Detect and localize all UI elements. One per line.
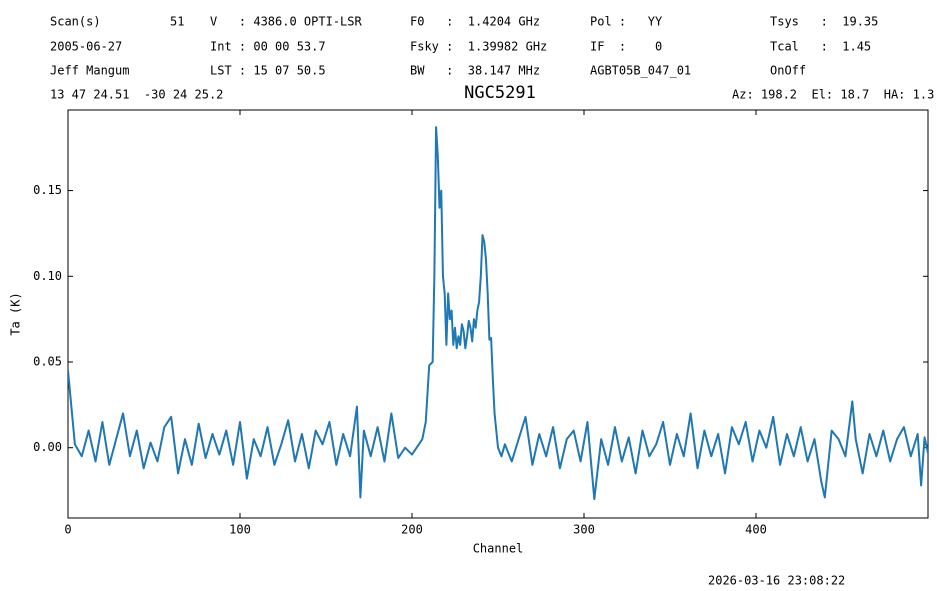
- header-field: Scan(s): [50, 15, 101, 29]
- y-tick-label: 0.05: [33, 355, 62, 369]
- x-tick-label: 300: [573, 523, 595, 537]
- header-field: Tcal : 1.45: [770, 40, 871, 54]
- header-field: LST : 15 07 50.5: [210, 64, 326, 78]
- y-tick-label: 0.10: [33, 269, 62, 283]
- header-field: 13 47 24.51 -30 24 25.2: [50, 88, 223, 102]
- header-field: Fsky : 1.39982 GHz: [410, 40, 547, 54]
- header-field: 51: [170, 15, 184, 29]
- y-tick-label: 0.15: [33, 183, 62, 197]
- header-field: Pol : YY: [590, 15, 663, 29]
- header-field: Jeff Mangum: [50, 64, 129, 78]
- header-field: AGBT05B_047_01: [590, 64, 691, 78]
- x-tick-label: 100: [229, 523, 251, 537]
- spectrum-line: [68, 126, 928, 501]
- header-field: BW : 38.147 MHz: [410, 64, 540, 78]
- timestamp: 2026-03-16 23:08:22: [708, 574, 845, 588]
- x-axis-label: Channel: [473, 542, 524, 556]
- header-field: V : 4386.0 OPTI-LSR: [210, 15, 362, 29]
- plot-frame: [67, 109, 929, 519]
- y-tick-label: 0.00: [33, 440, 62, 454]
- chart-title: NGC5291: [464, 83, 536, 103]
- header-field: Int : 00 00 53.7: [210, 40, 326, 54]
- header-field: OnOff: [770, 64, 806, 78]
- header-field: Tsys : 19.35: [770, 15, 878, 29]
- x-tick-label: 0: [64, 523, 71, 537]
- header-field: 2005-06-27: [50, 40, 122, 54]
- header-field: Az: 198.2 El: 18.7 HA: 1.3: [732, 88, 934, 102]
- header-field: IF : 0: [590, 40, 662, 54]
- x-tick-label: 400: [745, 523, 767, 537]
- header-field: F0 : 1.4204 GHz: [410, 15, 540, 29]
- x-tick-label: 200: [401, 523, 423, 537]
- y-axis-label: Ta (K): [9, 292, 23, 335]
